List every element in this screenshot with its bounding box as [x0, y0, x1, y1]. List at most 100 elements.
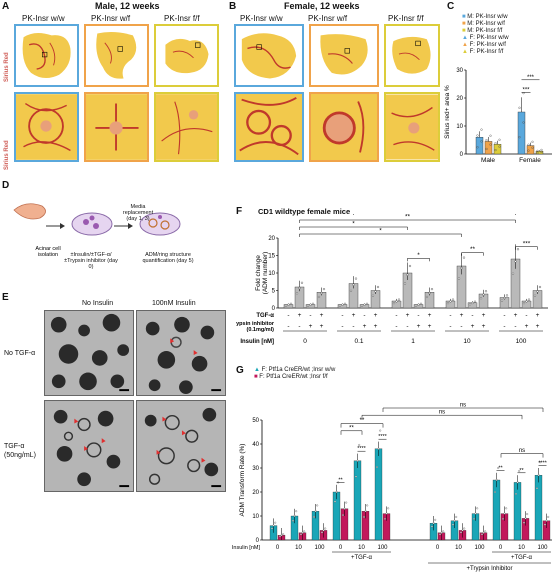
data-point — [522, 301, 526, 305]
data-point — [338, 304, 342, 307]
data-point — [476, 134, 479, 137]
data-point — [439, 533, 441, 536]
trypsin-sign: + — [428, 323, 432, 330]
sig-bracket — [461, 252, 484, 256]
data-point — [468, 303, 472, 306]
sig-bracket — [361, 414, 523, 420]
data-point — [502, 517, 504, 520]
panel-letter-e: E — [2, 292, 9, 303]
data-point — [471, 301, 474, 305]
data-point — [419, 302, 423, 305]
legend-marker-triangle: ▲ — [254, 367, 260, 373]
legend-marker-square: ■ — [254, 374, 258, 380]
data-point — [376, 285, 380, 289]
tgf-sign: - — [525, 312, 527, 319]
y-tick-label: 50 — [252, 418, 259, 424]
data-point — [494, 491, 496, 493]
panel-letter-b: B — [229, 1, 237, 12]
data-point — [485, 139, 488, 142]
legend-item: ■ M: PK-Insr w/f — [462, 21, 509, 28]
data-point — [494, 142, 497, 145]
data-point — [289, 302, 293, 305]
data-point — [482, 293, 485, 296]
insulin-value: 0.1 — [354, 338, 363, 345]
legend-item: ■ M: PK-Insr w/w — [462, 14, 509, 21]
e-row-label-2: TGF-α (50ng/mL) — [4, 443, 36, 459]
data-point — [518, 136, 521, 139]
bar — [475, 136, 484, 155]
bar — [353, 460, 362, 541]
data-point — [474, 512, 477, 515]
panel-f-title: CD1 wildtype female mice — [258, 207, 351, 216]
data-point — [505, 294, 509, 297]
sig-bracket — [500, 453, 544, 458]
sig-label: ** — [360, 418, 365, 424]
legend-marker: ▲ — [462, 49, 470, 55]
tgf-sign: + — [298, 312, 302, 319]
trypsin-label: +Trypsin Inhibitor — [467, 566, 513, 572]
data-point — [462, 256, 466, 259]
trypsin-sign: + — [309, 323, 313, 330]
tgf-sign: - — [503, 312, 505, 319]
data-point — [358, 444, 361, 446]
y-axis-label: Sirius red+ area % — [444, 85, 451, 139]
data-point — [300, 533, 302, 536]
histology-zoom — [384, 92, 440, 162]
sig-label: **** — [538, 461, 547, 467]
histology-tile — [84, 24, 149, 87]
insulin-label: Insulin [nM] — [232, 545, 260, 551]
data-point — [366, 504, 369, 507]
data-point — [527, 298, 531, 301]
pancreas-icon — [13, 203, 46, 220]
data-point — [322, 287, 326, 291]
data-point — [482, 531, 485, 534]
data-point — [271, 527, 273, 530]
panel-a-col-1: PK-Insr w/w — [22, 14, 65, 23]
data-point — [525, 300, 528, 303]
data-point — [531, 146, 534, 149]
data-point — [449, 300, 452, 303]
y-tick-label: 10 — [268, 271, 275, 277]
data-point — [463, 527, 466, 530]
arrow-icon — [114, 223, 133, 229]
bar — [332, 491, 341, 541]
sig-bracket — [382, 407, 544, 412]
data-point — [536, 290, 539, 293]
data-point — [451, 298, 455, 301]
tgf-sign: + — [428, 312, 432, 319]
trypsin-sign: + — [320, 323, 324, 330]
data-point — [335, 491, 338, 493]
x-tick-label: 0 — [276, 545, 280, 551]
sig-bracket — [299, 233, 462, 237]
tgf-sign: + — [460, 312, 464, 319]
sig-label: * — [417, 252, 420, 259]
data-point — [505, 507, 508, 510]
data-point — [384, 517, 386, 520]
data-point — [431, 525, 433, 528]
tgf-sign: + — [374, 312, 378, 319]
data-point — [272, 524, 275, 527]
sig-bracket — [340, 430, 363, 435]
x-tick-label: 0 — [436, 545, 440, 551]
data-point — [476, 507, 479, 510]
row-label-trypsin: (0.1mg/ml) — [246, 327, 274, 333]
legend-marker: ■ — [462, 28, 468, 34]
dish-icon — [71, 212, 113, 236]
insulin-value: 0 — [303, 338, 307, 345]
histology-tile — [384, 24, 440, 87]
data-point — [379, 429, 382, 432]
data-point — [498, 145, 501, 148]
tgf-sign: + — [320, 312, 324, 319]
data-point — [352, 283, 355, 286]
data-point — [301, 531, 304, 534]
data-point — [511, 272, 515, 275]
data-point — [432, 522, 435, 525]
data-point — [538, 285, 542, 289]
data-point — [376, 466, 378, 468]
data-point — [298, 286, 301, 290]
data-point — [282, 533, 285, 536]
tgf-sign: - — [417, 312, 419, 319]
panel-g-legend: ▲ F: Ptf1a CreER/wt ;Insr w/w ■ F: Ptf1a… — [254, 367, 335, 381]
data-point — [489, 134, 492, 137]
